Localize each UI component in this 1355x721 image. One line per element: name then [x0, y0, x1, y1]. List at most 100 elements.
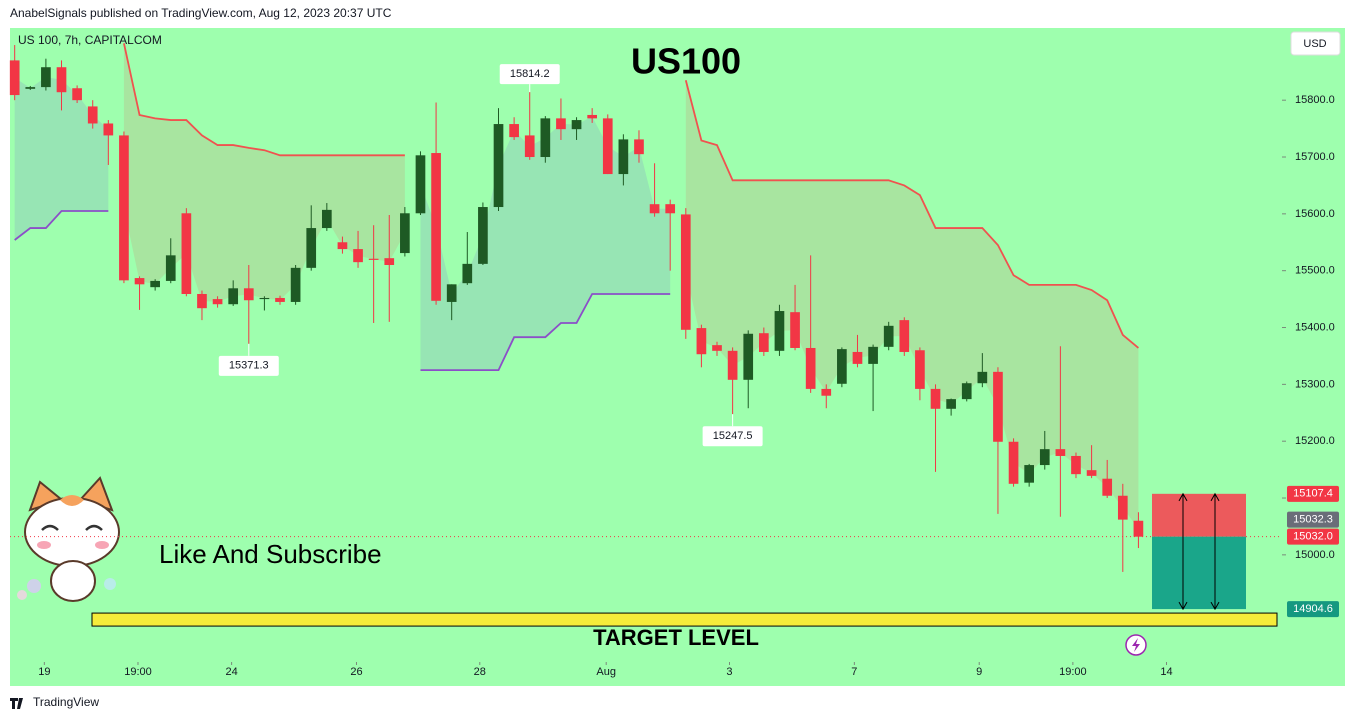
candle-body — [1008, 441, 1019, 484]
candle-body — [1086, 470, 1097, 476]
candle-body — [524, 135, 535, 158]
price-badge-label: 15107.4 — [1293, 488, 1333, 500]
candle-body — [384, 258, 395, 265]
y-tick-label: 15800.0 — [1295, 94, 1335, 106]
x-tick-label: 14 — [1160, 666, 1172, 678]
candle-body — [556, 118, 566, 130]
x-tick-label: 3 — [726, 666, 732, 678]
candle-body — [571, 120, 582, 130]
x-tick-label: 24 — [225, 666, 237, 678]
candle-body — [103, 123, 114, 136]
candle-body — [758, 333, 769, 352]
candle-body — [790, 312, 800, 348]
publisher-line: AnabelSignals published on TradingView.c… — [10, 6, 392, 20]
candle-body — [337, 242, 348, 250]
extreme-label: 15247.5 — [713, 430, 753, 442]
candle-body — [119, 135, 129, 281]
footer-brand: TradingView — [33, 695, 99, 709]
candle-body — [87, 106, 98, 124]
candle-body — [275, 297, 285, 302]
currency-box[interactable] — [1290, 31, 1341, 56]
indicator-line — [684, 80, 1139, 349]
candle-body — [228, 288, 239, 305]
x-tick-label: 19:00 — [124, 666, 152, 678]
x-tick-label: 28 — [474, 666, 486, 678]
indicator-line — [420, 293, 671, 372]
y-tick-label: 15600.0 — [1295, 208, 1335, 220]
candle-body — [259, 297, 270, 300]
candle-body — [446, 284, 457, 302]
stop-zone — [1152, 493, 1246, 537]
extreme-label: 15814.2 — [510, 68, 550, 80]
candle-body — [837, 349, 847, 384]
x-tick-label: 19 — [38, 666, 50, 678]
candle-body — [1133, 520, 1144, 537]
candle-body — [977, 371, 988, 384]
candle-body — [243, 288, 254, 301]
price-badge-label: 15032.0 — [1293, 531, 1333, 543]
candle-body — [9, 60, 20, 96]
candle-body — [1039, 449, 1050, 466]
candle-body — [462, 263, 473, 284]
candle-body — [134, 278, 145, 285]
candle-body — [930, 388, 941, 409]
price-badge — [1287, 528, 1339, 545]
candle-body — [602, 118, 613, 175]
candle-body — [540, 118, 551, 158]
subtitle: Like And Subscribe — [159, 539, 382, 569]
candle-body — [415, 155, 426, 214]
candle-body — [899, 320, 910, 352]
lightning-icon[interactable] — [1125, 634, 1147, 656]
candle-body — [181, 213, 192, 294]
candle-body — [805, 347, 816, 389]
target-text: TARGET LEVEL — [593, 625, 759, 650]
candle-body — [821, 388, 832, 396]
candle-body — [587, 114, 597, 119]
candle-body — [478, 207, 488, 264]
extreme-box — [702, 426, 763, 447]
candle-body — [197, 293, 207, 309]
candle-body — [493, 124, 504, 208]
x-tick-label: 26 — [350, 666, 362, 678]
candle-body — [56, 67, 67, 93]
y-tick-label: 15500.0 — [1295, 265, 1335, 277]
candle-body — [321, 209, 332, 229]
arrow-head — [1178, 492, 1188, 611]
y-tick-label: 15700.0 — [1295, 151, 1335, 163]
candle-body — [712, 345, 722, 351]
indicator-fill — [685, 80, 1139, 529]
arrow-head — [1210, 492, 1220, 611]
extreme-box — [218, 355, 279, 376]
candle-body — [212, 299, 223, 305]
target-zone — [1152, 536, 1246, 610]
candle-body — [727, 350, 738, 380]
price-badge — [1287, 485, 1339, 502]
candle-body — [852, 351, 863, 364]
candle-body — [290, 267, 301, 302]
footer-logo[interactable] — [10, 698, 23, 709]
candle-body — [400, 213, 410, 254]
currency-label: USD — [1303, 38, 1326, 50]
candle-body — [774, 311, 785, 351]
candle-body — [1102, 478, 1113, 496]
y-tick-label: 15300.0 — [1295, 378, 1335, 390]
y-tick-label: 15200.0 — [1295, 435, 1335, 447]
x-tick-label: 9 — [976, 666, 982, 678]
x-tick-label: 19:00 — [1059, 666, 1087, 678]
price-badge-label: 14904.6 — [1293, 603, 1333, 615]
candle-body — [1024, 465, 1034, 483]
extreme-label: 15371.3 — [229, 360, 269, 372]
indicator-line — [123, 43, 405, 157]
candle-body — [634, 139, 644, 155]
candle-body — [680, 214, 691, 330]
candle-body — [915, 350, 925, 389]
y-tick-label: 15400.0 — [1295, 321, 1335, 333]
candle-body — [431, 153, 441, 301]
chart-background — [10, 28, 1345, 686]
y-tick-label: 15000.0 — [1295, 549, 1335, 561]
plot-layer: 15000.015100.015200.015300.015400.015500… — [9, 43, 1339, 678]
candle-body — [368, 258, 379, 260]
candle-body — [41, 67, 51, 88]
candle-body — [150, 280, 160, 288]
